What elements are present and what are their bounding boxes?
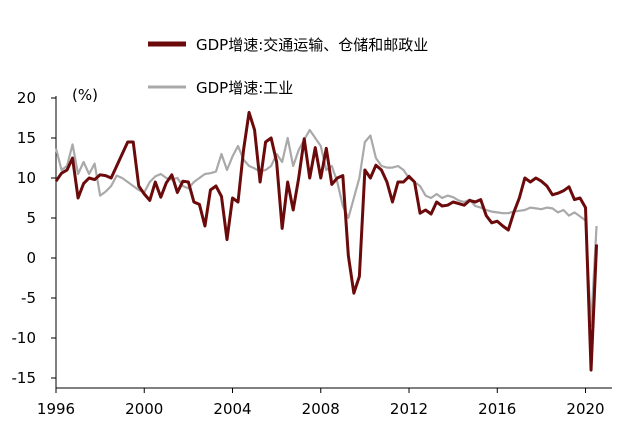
legend-label-transport: GDP增速:交通运输、仓储和邮政业	[196, 36, 428, 54]
y-tick-label: 10	[17, 169, 36, 187]
y-tick-label: 5	[26, 209, 36, 227]
y-axis-unit-label: (%)	[72, 86, 98, 104]
series-layer	[54, 110, 599, 372]
legend-label-industry: GDP增速:工业	[196, 79, 293, 97]
legend: GDP增速:交通运输、仓储和邮政业 GDP增速:工业	[148, 36, 428, 97]
x-tick-label: 2004	[213, 400, 251, 418]
x-tick-label: 2012	[390, 400, 428, 418]
y-tick-label: -5	[21, 289, 36, 307]
y-tick-label: -10	[12, 329, 37, 347]
x-tick-label: 2016	[478, 400, 516, 418]
y-tick-label: 0	[26, 249, 36, 267]
x-axis-ticks: 1996 2000 2004 2008 2012 2016 2020	[37, 388, 605, 418]
y-tick-label: 15	[17, 129, 36, 147]
x-tick-label: 2020	[566, 400, 604, 418]
y-axis-ticks: 20 15 10 5 0 -5 -10 -15	[12, 89, 56, 387]
y-tick-label: 20	[17, 89, 36, 107]
series-line-transport	[54, 110, 599, 372]
x-tick-label: 2000	[125, 400, 163, 418]
y-tick-label: -15	[12, 369, 37, 387]
x-tick-label: 1996	[37, 400, 75, 418]
series-line-industry	[54, 128, 598, 328]
x-tick-label: 2008	[302, 400, 340, 418]
